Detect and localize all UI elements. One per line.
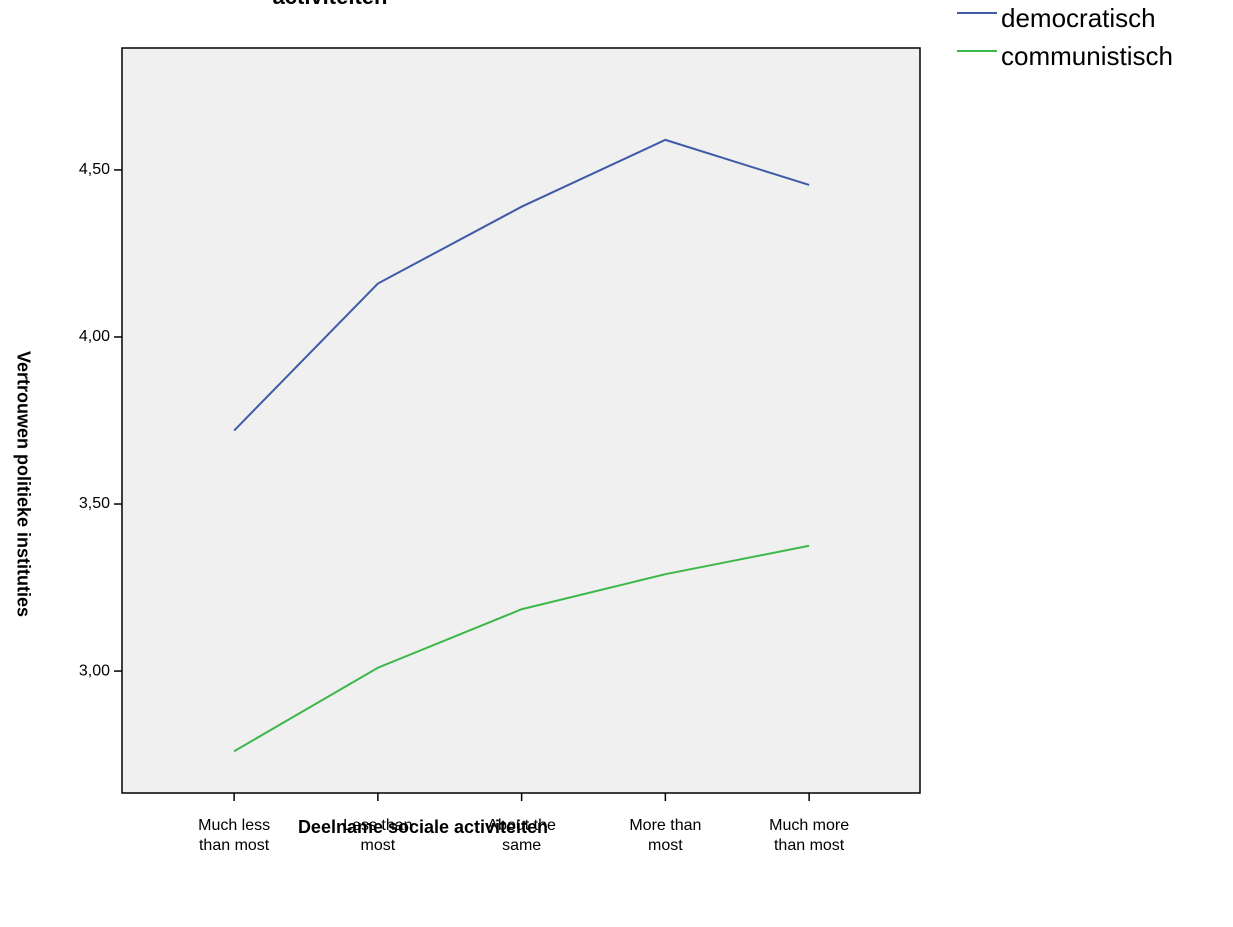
- x-tick-label: most: [361, 837, 396, 854]
- y-tick-label: 4,50: [79, 161, 110, 178]
- series-line: [233, 138, 810, 432]
- x-tick-label: than most: [199, 837, 270, 854]
- y-tick-label: 3,00: [79, 662, 110, 679]
- x-tick-label: More than: [629, 817, 701, 834]
- chart-title: activiteiten: [273, 0, 388, 9]
- y-axis-label: Vertrouwen politieke instituties: [13, 351, 33, 617]
- x-tick-label: Much less: [198, 817, 270, 834]
- x-tick-label: About the: [487, 817, 556, 834]
- legend-label: democratisch: [1001, 3, 1156, 33]
- plot-area: [121, 47, 921, 794]
- x-tick-label: Less than: [343, 817, 412, 834]
- y-tick-label: 3,50: [79, 495, 110, 512]
- legend-label: communistisch: [1001, 41, 1173, 71]
- x-tick-label: same: [502, 837, 541, 854]
- x-tick-label: most: [648, 837, 683, 854]
- x-tick-label: than most: [774, 837, 845, 854]
- x-tick-label: Much more: [769, 817, 849, 834]
- x-axis-label: Deelname sociale activiteiten: [298, 817, 548, 837]
- y-tick-label: 4,00: [79, 328, 110, 345]
- series-line: [233, 544, 810, 753]
